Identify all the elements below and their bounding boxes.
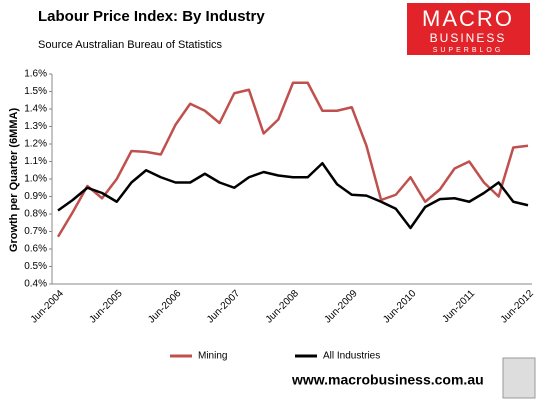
x-tick-label: Jun-2009 <box>322 288 360 326</box>
y-axis-label: Growth per Quarter (6MMA) <box>8 108 20 253</box>
series-line <box>56 81 529 238</box>
x-tick-label: Jun-2004 <box>29 288 67 326</box>
y-tick-label: 0.9% <box>24 191 47 202</box>
y-tick-label: 1.1% <box>24 156 47 167</box>
x-tick-label: Jun-2006 <box>146 288 184 326</box>
footer: www.macrobusiness.com.au <box>291 372 484 388</box>
y-tick-label: 0.8% <box>24 209 47 220</box>
y-tick-label: 0.7% <box>24 226 47 237</box>
x-tick-label: Jun-2010 <box>381 288 419 326</box>
chart-title: Labour Price Index: By Industry <box>38 8 265 25</box>
y-tick-label: 1.0% <box>24 174 47 185</box>
y-tick-label: 1.5% <box>24 86 47 97</box>
x-tick-label: Jun-2011 <box>440 288 477 325</box>
y-tick-label: 0.6% <box>24 244 47 255</box>
y-tick-label: 1.3% <box>24 121 47 132</box>
logo-text: SUPERBLOG <box>433 47 504 54</box>
legend-label: All Industries <box>323 351 380 362</box>
logo-box <box>407 3 530 55</box>
logo-text: BUSINESS <box>430 31 507 45</box>
y-tick-label: 1.4% <box>24 104 47 115</box>
x-tick-label: Jun-2012 <box>499 288 537 326</box>
y-tick-label: 0.5% <box>24 261 47 272</box>
x-tick-label: Jun-2008 <box>264 288 302 326</box>
logo-text: MACRO <box>422 6 514 31</box>
series-line <box>57 162 529 230</box>
x-tick-label: Jun-2005 <box>87 288 125 326</box>
wolf-icon <box>502 357 536 399</box>
y-tick-label: 1.6% <box>24 69 47 80</box>
legend-label: Mining <box>198 351 227 362</box>
y-tick-label: 1.2% <box>24 139 47 150</box>
chart-subtitle: Source Australian Bureau of Statistics <box>38 39 223 51</box>
x-tick-label: Jun-2007 <box>205 288 243 326</box>
y-tick-label: 0.4% <box>24 279 47 290</box>
